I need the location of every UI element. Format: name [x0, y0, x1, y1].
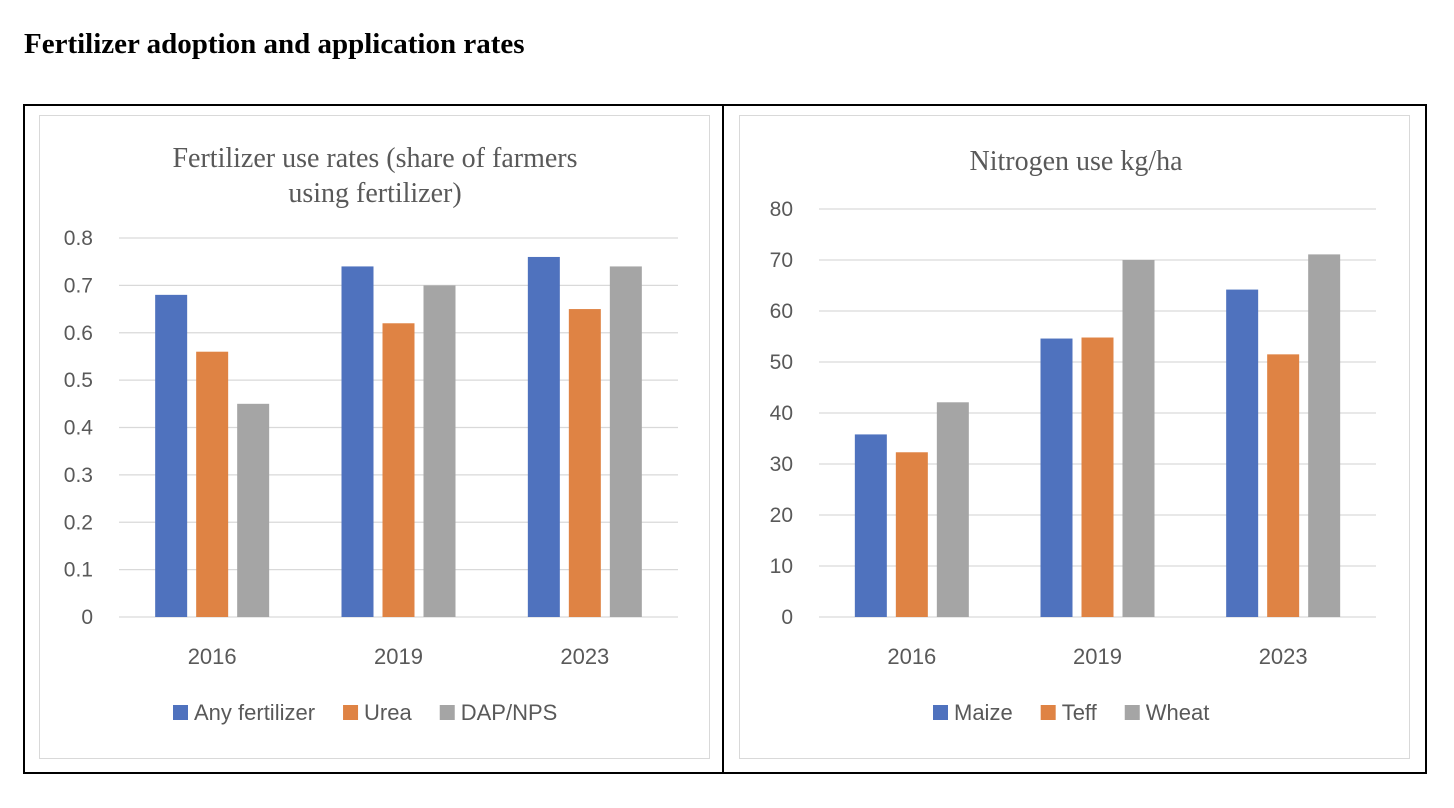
- legend-swatch: [343, 705, 359, 720]
- x-category-label: 2016: [887, 644, 936, 669]
- y-tick-label: 0.1: [64, 559, 93, 582]
- y-tick-label: 0.5: [64, 369, 93, 392]
- x-category-label: 2023: [560, 644, 609, 669]
- x-category-label: 2019: [1073, 644, 1122, 669]
- chart-title-line: Nitrogen use kg/ha: [969, 146, 1183, 177]
- bar-dap-nps-2023: [609, 266, 642, 617]
- y-tick-label: 0.8: [64, 227, 93, 250]
- y-tick-label: 70: [770, 249, 793, 272]
- x-category-label: 2019: [374, 644, 423, 669]
- legend-label: DAP/NPS: [461, 700, 558, 725]
- bar-any-fertilizer-2016: [155, 294, 188, 617]
- bar-teff-2023: [1267, 354, 1300, 617]
- bar-urea-2016: [196, 351, 229, 617]
- y-tick-label: 20: [770, 504, 793, 527]
- x-category-label: 2023: [1259, 644, 1308, 669]
- legend-label: Teff: [1062, 700, 1098, 725]
- legend-label: Urea: [364, 700, 412, 725]
- legend-label: Wheat: [1146, 700, 1210, 725]
- bar-teff-2019: [1081, 337, 1114, 617]
- legend-swatch: [933, 705, 948, 720]
- chart-title-line: Fertilizer use rates (share of farmers: [172, 143, 577, 174]
- y-tick-label: 50: [770, 351, 793, 374]
- x-category-label: 2016: [188, 644, 237, 669]
- y-tick-label: 60: [770, 300, 793, 323]
- bar-wheat-2016: [936, 402, 969, 617]
- bar-maize-2019: [1040, 338, 1073, 617]
- bar-teff-2016: [895, 452, 928, 617]
- bar-wheat-2019: [1122, 260, 1155, 617]
- y-tick-label: 0.4: [64, 417, 94, 440]
- fertilizer-use-rates-chart: Fertilizer use rates (share of farmers us…: [39, 115, 710, 759]
- y-tick-label: 0.6: [64, 322, 93, 345]
- bar-urea-2019: [382, 323, 415, 617]
- legend-swatch: [173, 705, 188, 720]
- bar-any-fertilizer-2023: [527, 256, 560, 617]
- y-tick-label: 0.2: [64, 511, 93, 534]
- y-tick-label: 0: [81, 606, 93, 629]
- y-tick-label: 10: [770, 555, 793, 578]
- legend-swatch: [439, 705, 455, 720]
- bar-urea-2023: [568, 309, 601, 617]
- bar-dap-nps-2016: [237, 403, 270, 617]
- bar-wheat-2023: [1308, 254, 1341, 617]
- legend-label: Any fertilizer: [194, 700, 315, 725]
- figure-frame: [23, 104, 1427, 774]
- page-heading: Fertilizer adoption and application rate…: [24, 28, 525, 60]
- bar-dap-nps-2019: [423, 285, 456, 617]
- nitrogen-use-svg: Nitrogen use kg/ha 0 10 20 30 40 50 60 70 80 2016 2…: [770, 146, 1376, 725]
- legend-swatch: [1040, 705, 1056, 720]
- bar-any-fertilizer-2019: [341, 266, 374, 617]
- fertilizer-use-rates-svg: Fertilizer use rates (share of farmers us…: [64, 143, 678, 725]
- legend-label: Maize: [954, 700, 1013, 725]
- y-tick-label: 40: [770, 402, 793, 425]
- y-tick-label: 0.7: [64, 274, 93, 297]
- legend-swatch: [1124, 705, 1140, 720]
- figure-divider: [722, 104, 724, 774]
- y-tick-label: 0.3: [64, 464, 93, 487]
- nitrogen-use-chart: Nitrogen use kg/ha 0 10 20 30 40 50 60 70 80 2016 2…: [739, 115, 1410, 759]
- chart-title-line: using fertilizer): [288, 178, 461, 209]
- bar-maize-2023: [1226, 289, 1259, 617]
- y-tick-label: 0: [781, 606, 793, 629]
- bar-maize-2016: [854, 434, 887, 617]
- y-tick-label: 30: [770, 453, 793, 476]
- y-tick-label: 80: [770, 198, 793, 221]
